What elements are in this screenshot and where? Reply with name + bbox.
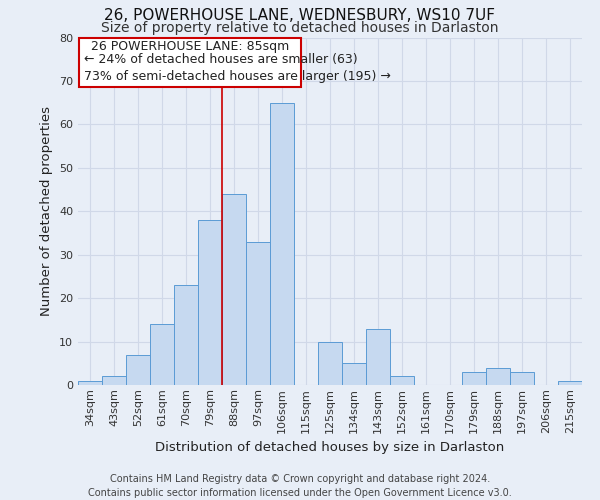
X-axis label: Distribution of detached houses by size in Darlaston: Distribution of detached houses by size … (155, 441, 505, 454)
Bar (318, 342, 342, 385)
Bar (390, 376, 414, 385)
Bar (198, 220, 222, 385)
Text: Size of property relative to detached houses in Darlaston: Size of property relative to detached ho… (101, 21, 499, 35)
Bar (78, 380, 102, 385)
Bar (79, 38, 301, 88)
Bar (558, 380, 582, 385)
Text: 73% of semi-detached houses are larger (195) →: 73% of semi-detached houses are larger (… (84, 70, 391, 83)
Bar (126, 354, 150, 385)
Bar (222, 194, 246, 385)
Bar (102, 376, 126, 385)
Bar (486, 368, 510, 385)
Bar (462, 372, 486, 385)
Bar (174, 285, 198, 385)
Text: 26 POWERHOUSE LANE: 85sqm: 26 POWERHOUSE LANE: 85sqm (91, 40, 289, 52)
Y-axis label: Number of detached properties: Number of detached properties (40, 106, 53, 316)
Text: Contains HM Land Registry data © Crown copyright and database right 2024.
Contai: Contains HM Land Registry data © Crown c… (88, 474, 512, 498)
Bar (246, 242, 270, 385)
Bar (366, 328, 390, 385)
Bar (342, 364, 366, 385)
Bar (150, 324, 174, 385)
Text: ← 24% of detached houses are smaller (63): ← 24% of detached houses are smaller (63… (84, 54, 358, 66)
Bar (510, 372, 534, 385)
Bar (270, 102, 294, 385)
Text: 26, POWERHOUSE LANE, WEDNESBURY, WS10 7UF: 26, POWERHOUSE LANE, WEDNESBURY, WS10 7U… (104, 8, 496, 22)
